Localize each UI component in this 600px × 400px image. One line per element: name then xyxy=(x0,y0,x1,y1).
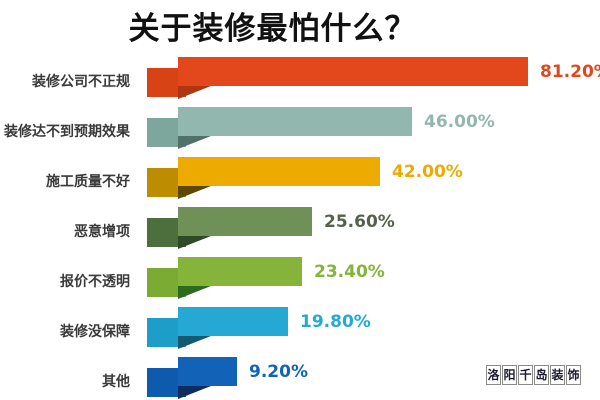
bar-row: 恶意增项 25.60% xyxy=(0,207,600,253)
value-label: 46.00% xyxy=(424,111,495,132)
category-label: 装修达不到预期效果 xyxy=(4,124,130,140)
bar-row: 装修没保障 19.80% xyxy=(0,307,600,353)
category-label: 恶意增项 xyxy=(74,224,130,240)
bar-row: 装修公司不正规 81.20% xyxy=(0,57,600,103)
watermark-char: 岛 xyxy=(534,365,549,385)
category-label: 其他 xyxy=(102,374,130,390)
value-label: 23.40% xyxy=(314,261,385,282)
category-label: 装修公司不正规 xyxy=(32,74,130,90)
category-label: 装修没保障 xyxy=(60,324,130,340)
bar-row: 其他 9.20% xyxy=(0,357,600,400)
watermark-char: 饰 xyxy=(566,365,581,385)
ribbon-fold-icon xyxy=(178,236,211,249)
ribbon-fold-icon xyxy=(178,86,211,99)
watermark-char: 阳 xyxy=(502,365,517,385)
value-label: 81.20% xyxy=(540,61,600,82)
bar-row: 装修达不到预期效果 46.00% xyxy=(0,107,600,153)
bar xyxy=(178,207,312,236)
watermark-char: 装 xyxy=(550,365,565,385)
bar xyxy=(178,257,302,286)
bar xyxy=(178,157,380,186)
ribbon-fold-icon xyxy=(178,336,211,349)
bar xyxy=(178,57,528,86)
value-label: 9.20% xyxy=(249,361,308,382)
value-label: 25.60% xyxy=(324,211,395,232)
bar xyxy=(178,307,288,336)
ribbon-fold-icon xyxy=(178,186,211,199)
bar-row: 施工质量不好 42.00% xyxy=(0,157,600,203)
category-label: 报价不透明 xyxy=(60,274,130,290)
bar-row: 报价不透明 23.40% xyxy=(0,257,600,303)
bar xyxy=(178,107,412,136)
watermark-char: 洛 xyxy=(486,365,501,385)
ribbon-fold-icon xyxy=(178,386,211,399)
watermark-char: 千 xyxy=(518,365,533,385)
value-label: 19.80% xyxy=(300,311,371,332)
ribbon-fold-icon xyxy=(178,286,211,299)
category-label: 施工质量不好 xyxy=(46,174,130,190)
chart-title: 关于装修最怕什么？ xyxy=(128,11,417,47)
bar xyxy=(178,357,237,386)
ribbon-fold-icon xyxy=(178,136,211,149)
brand-watermark: 洛 阳 千 岛 装 饰 xyxy=(486,365,581,385)
value-label: 42.00% xyxy=(392,161,463,182)
